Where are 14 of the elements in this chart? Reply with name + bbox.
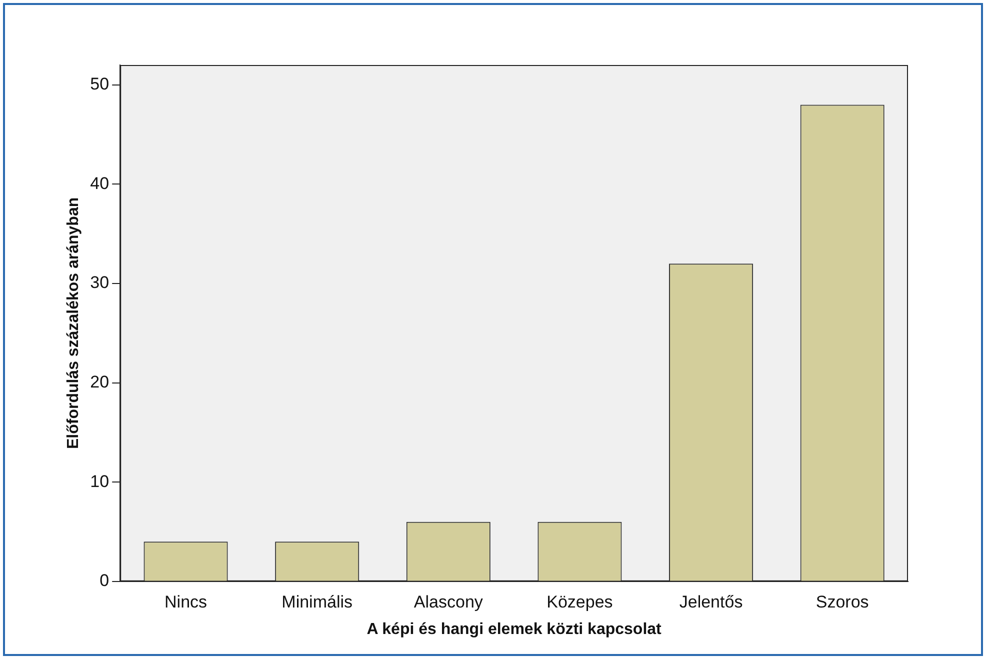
y-tick-label: 50: [90, 74, 110, 94]
x-tick-label: Jelentős: [679, 592, 743, 612]
y-tick-label: 20: [90, 372, 110, 392]
x-tick-label: Minimális: [282, 592, 353, 612]
x-axis-title: A képi és hangi elemek közti kapcsolat: [366, 620, 662, 638]
x-tick-label: Szoros: [816, 592, 869, 612]
y-tick-label: 0: [100, 571, 110, 590]
y-tick-label: 10: [90, 472, 110, 491]
y-axis-title: Előfordulás százalékos arányban: [65, 197, 82, 450]
x-tick-label: Alascony: [414, 592, 484, 612]
x-tick-label: Közepes: [546, 592, 613, 612]
x-tick-label: Nincs: [164, 592, 208, 612]
y-tick-label: 30: [90, 273, 110, 292]
y-tick-label: 40: [90, 174, 110, 193]
